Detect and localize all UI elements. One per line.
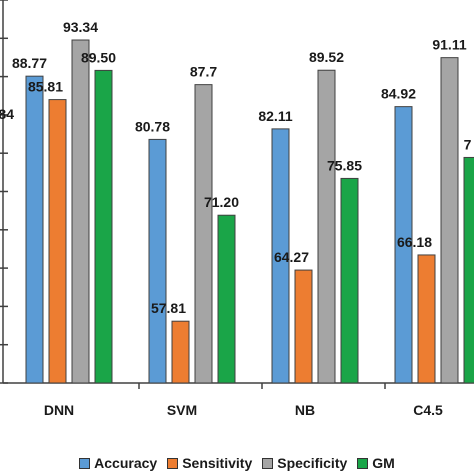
legend-swatch xyxy=(167,457,179,469)
legend-item-specificity: Specificity xyxy=(262,455,347,471)
legend-swatch xyxy=(357,457,369,469)
data-label: 89.50 xyxy=(81,49,116,65)
category-label: DNN xyxy=(44,402,74,418)
data-label: 64.27 xyxy=(274,249,309,265)
legend-item-gm: GM xyxy=(357,455,395,471)
data-label: 91.11 xyxy=(432,37,466,53)
legend-label: Specificity xyxy=(277,455,348,471)
bar-sensitivity-dnn xyxy=(48,99,67,384)
chart-legend: Accuracy Sensitivity Specificity GM xyxy=(0,452,474,474)
data-label: 85.81 xyxy=(28,79,63,95)
bar-accuracy-nb xyxy=(271,128,290,384)
data-label: 84.92 xyxy=(381,86,416,102)
bar-accuracy-dnn xyxy=(25,75,44,384)
bar-specificity-nb xyxy=(317,69,336,384)
legend-swatch xyxy=(262,457,274,469)
category-label: C4.5 xyxy=(413,402,443,418)
bar-gm-dnn xyxy=(94,69,113,384)
category-label: SVM xyxy=(167,402,197,418)
category-label: NB xyxy=(295,402,315,418)
data-label: 7 xyxy=(464,136,472,152)
data-label: 87.7 xyxy=(190,64,217,80)
chart-data-labels: 88.77 80.78 82.11 84.92 85.81 57.81 64.27 66.18… xyxy=(0,19,472,316)
data-label: 71.20 xyxy=(204,194,239,210)
bar-gm-c45 xyxy=(463,156,474,384)
data-label: 57.81 xyxy=(151,300,186,316)
bar-specificity-dnn xyxy=(71,39,90,384)
legend-item-accuracy: Accuracy xyxy=(79,455,157,471)
bar-gm-nb xyxy=(340,177,359,384)
chart-bars xyxy=(25,39,474,384)
bar-gm-svm xyxy=(217,214,236,384)
bar-specificity-c45 xyxy=(440,57,459,384)
bar-sensitivity-c45 xyxy=(417,254,436,384)
data-label: 80.78 xyxy=(135,118,170,134)
legend-label: GM xyxy=(372,455,395,471)
legend-swatch xyxy=(79,457,91,469)
data-label: 89.52 xyxy=(309,49,344,65)
bar-accuracy-c45 xyxy=(394,106,413,384)
data-label: 75.85 xyxy=(327,157,362,173)
bar-sensitivity-nb xyxy=(294,269,313,384)
bar-accuracy-svm xyxy=(148,138,167,384)
bar-specificity-svm xyxy=(194,84,213,384)
legend-item-sensitivity: Sensitivity xyxy=(167,455,252,471)
data-label-partial: 84 xyxy=(0,106,14,122)
bar-sensitivity-svm xyxy=(171,320,190,384)
data-label: 88.77 xyxy=(12,55,47,71)
data-label: 66.18 xyxy=(397,234,432,250)
data-label: 82.11 xyxy=(258,108,292,124)
legend-label: Accuracy xyxy=(94,455,158,471)
legend-label: Sensitivity xyxy=(182,455,253,471)
chart-category-labels: DNN SVM NB C4.5 xyxy=(44,402,443,418)
data-label: 93.34 xyxy=(63,19,98,35)
